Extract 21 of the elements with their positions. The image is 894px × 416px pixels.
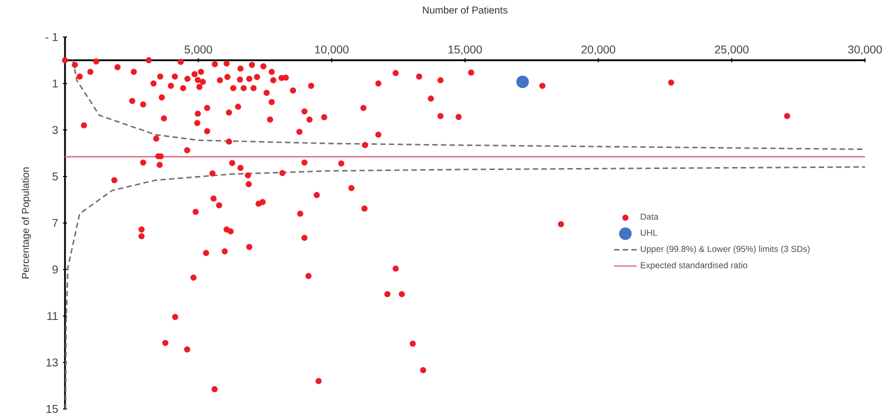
y-tick-label: 13 xyxy=(46,358,58,366)
y-axis-title: Percentage of Population xyxy=(22,168,31,278)
x-tick-label: 30,000 xyxy=(848,46,882,55)
y-tick-label: - 1 xyxy=(46,33,58,41)
y-tick-label: 15 xyxy=(46,405,58,413)
legend-label: Expected standardised ratio xyxy=(640,262,748,270)
legend-label: Data xyxy=(640,214,658,220)
x-tick-label: 25,000 xyxy=(714,46,749,55)
y-tick-label: 1 xyxy=(52,80,58,88)
y-tick-label: 11 xyxy=(47,312,58,320)
legend-label: UHL xyxy=(640,230,658,236)
y-tick-label: 9 xyxy=(52,265,58,274)
x-tick-label: 10,000 xyxy=(315,46,349,55)
x-axis-title: Number of Patients xyxy=(423,6,508,14)
legend-label: Upper (99.8%) & Lower (95%) limits (3 SDs) xyxy=(640,246,810,254)
y-tick-label: 5 xyxy=(52,172,58,180)
x-tick-label: 15,000 xyxy=(448,46,482,55)
y-tick-label: 7 xyxy=(52,219,58,227)
y-tick-label: 3 xyxy=(52,126,58,134)
x-tick-label: 20,000 xyxy=(582,46,616,55)
x-tick-label: 5,000 xyxy=(184,46,212,55)
